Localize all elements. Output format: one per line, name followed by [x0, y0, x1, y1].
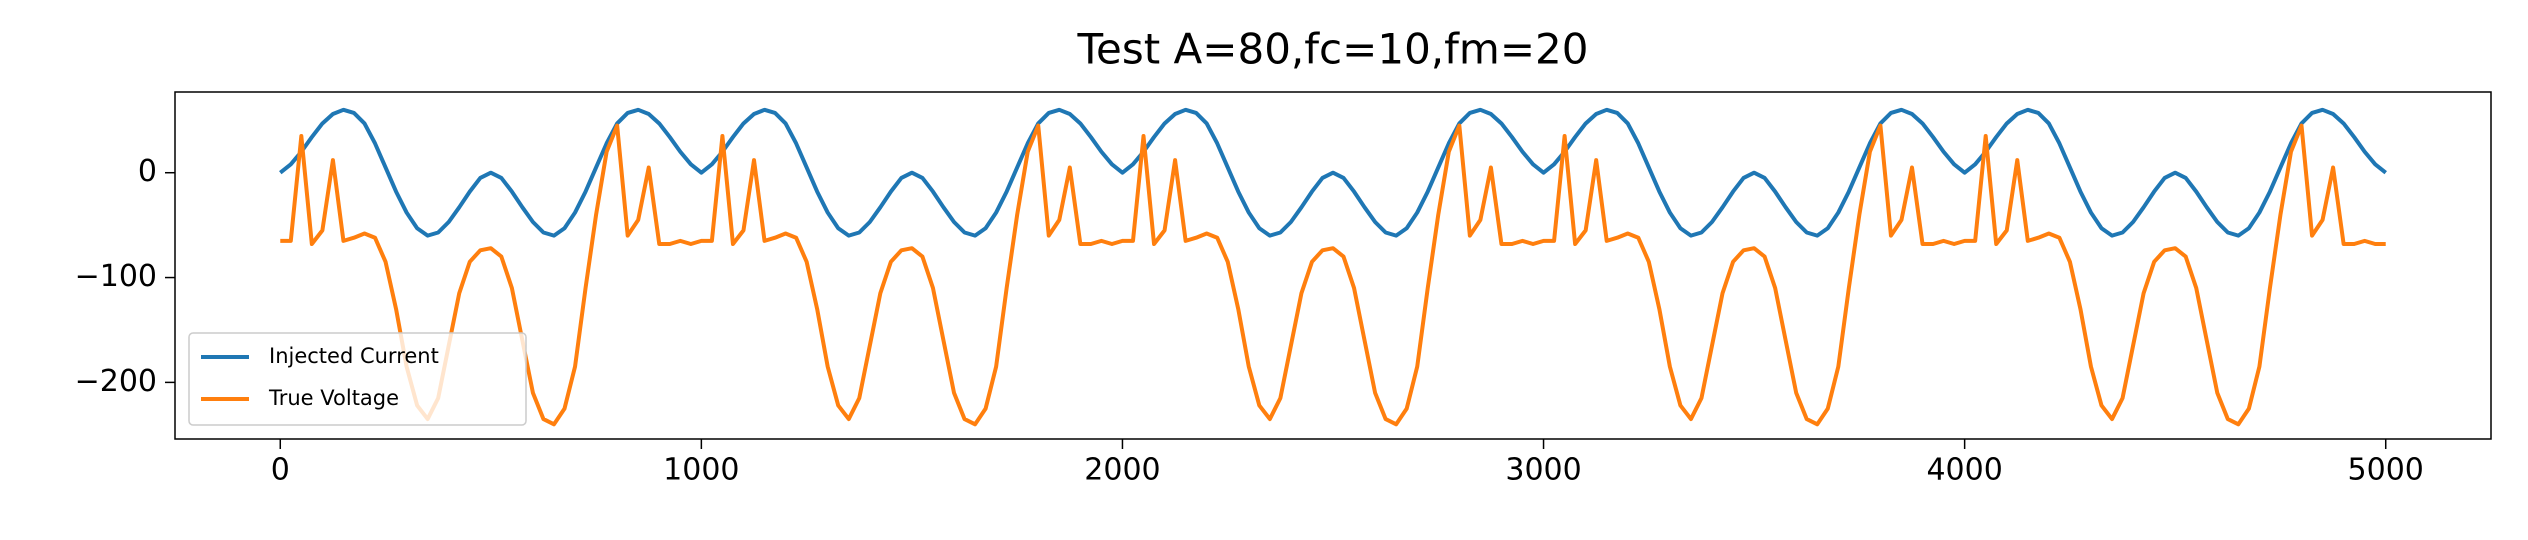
legend-label: Injected Current	[269, 344, 439, 368]
legend-box	[188, 332, 527, 426]
series-line	[280, 123, 2386, 427]
x-tick-label: 5000	[2348, 453, 2424, 488]
x-tick-label: 3000	[1505, 453, 1581, 488]
y-tick-label: −200	[75, 364, 157, 399]
x-tick-label: 0	[271, 453, 290, 488]
axes-frame	[174, 91, 2492, 440]
y-tick-label: −100	[75, 259, 157, 294]
chart-title: Test A=80,fc=10,fm=20	[1077, 25, 1589, 74]
legend-label: True Voltage	[268, 386, 399, 410]
y-tick-label: 0	[138, 154, 157, 189]
x-tick-label: 4000	[1926, 453, 2002, 488]
x-tick-label: 1000	[663, 453, 739, 488]
x-tick-label: 2000	[1084, 453, 1160, 488]
series-line	[279, 107, 2387, 238]
